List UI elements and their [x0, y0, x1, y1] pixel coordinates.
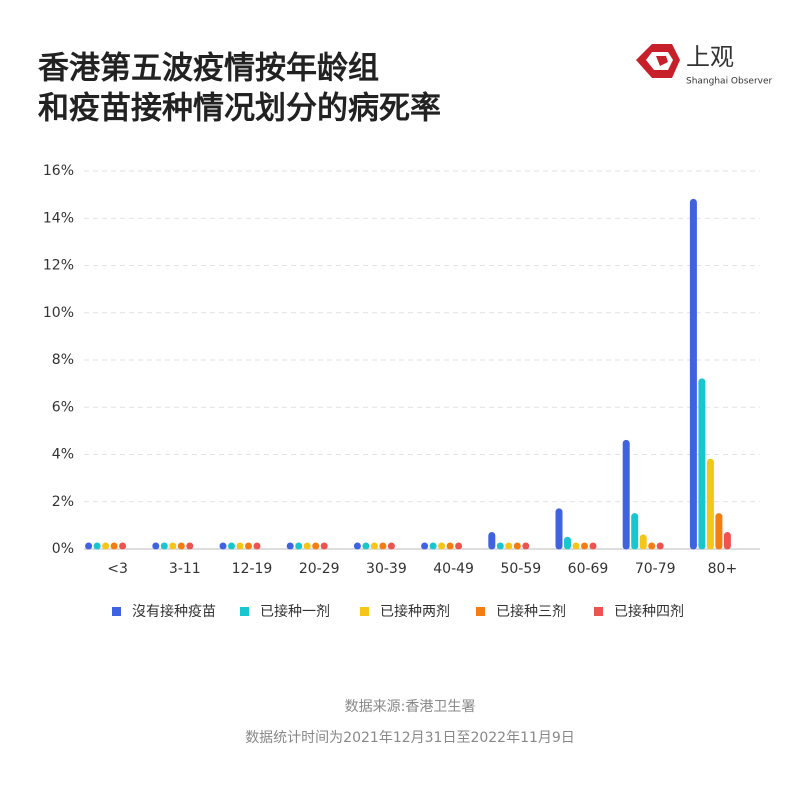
x-tick-label: 20-29	[299, 561, 340, 577]
legend-label: 已接种两剂	[380, 603, 450, 620]
legend-swatch	[112, 607, 121, 616]
legend-label: 已接种三剂	[496, 603, 566, 620]
x-tick-label: 70-79	[635, 561, 676, 577]
legend-label: 已接种四剂	[614, 603, 684, 620]
y-tick-label: 2%	[52, 494, 74, 510]
legend-swatch	[240, 607, 249, 616]
legend-label: 沒有接种疫苗	[132, 603, 216, 620]
y-tick-label: 4%	[52, 447, 74, 463]
chart-title: 和疫苗接种情况划分的病死率	[38, 91, 441, 127]
x-tick-label: 80+	[708, 561, 738, 577]
chart-title: 香港第五波疫情按年龄组	[38, 51, 379, 87]
brand-subtitle: Shanghai Observer	[686, 77, 773, 87]
note: 数据来源:香港卫生署	[345, 699, 476, 715]
x-tick-label: 40-49	[433, 561, 474, 577]
x-tick-label: 60-69	[568, 561, 609, 577]
brand-name: 上观	[686, 43, 734, 71]
logo	[636, 44, 680, 78]
legend-swatch	[476, 607, 485, 616]
x-tick-label: 12-19	[232, 561, 273, 577]
y-tick-label: 8%	[52, 352, 74, 368]
note: 数据统计时间为2021年12月31日至2022年11月9日	[245, 730, 575, 746]
y-tick-label: 0%	[52, 541, 74, 557]
y-tick-label: 14%	[43, 210, 74, 226]
y-tick-label: 10%	[43, 305, 74, 321]
y-tick-label: 6%	[52, 399, 74, 415]
x-tick-label: 3-11	[169, 561, 201, 577]
y-tick-label: 16%	[43, 163, 74, 179]
x-tick-label: 30-39	[366, 561, 407, 577]
legend-swatch	[360, 607, 369, 616]
y-tick-label: 12%	[43, 258, 74, 274]
x-tick-label: 50-59	[500, 561, 541, 577]
x-tick-label: <3	[107, 561, 128, 577]
legend-label: 已接种一剂	[260, 603, 330, 620]
legend-swatch	[594, 607, 603, 616]
